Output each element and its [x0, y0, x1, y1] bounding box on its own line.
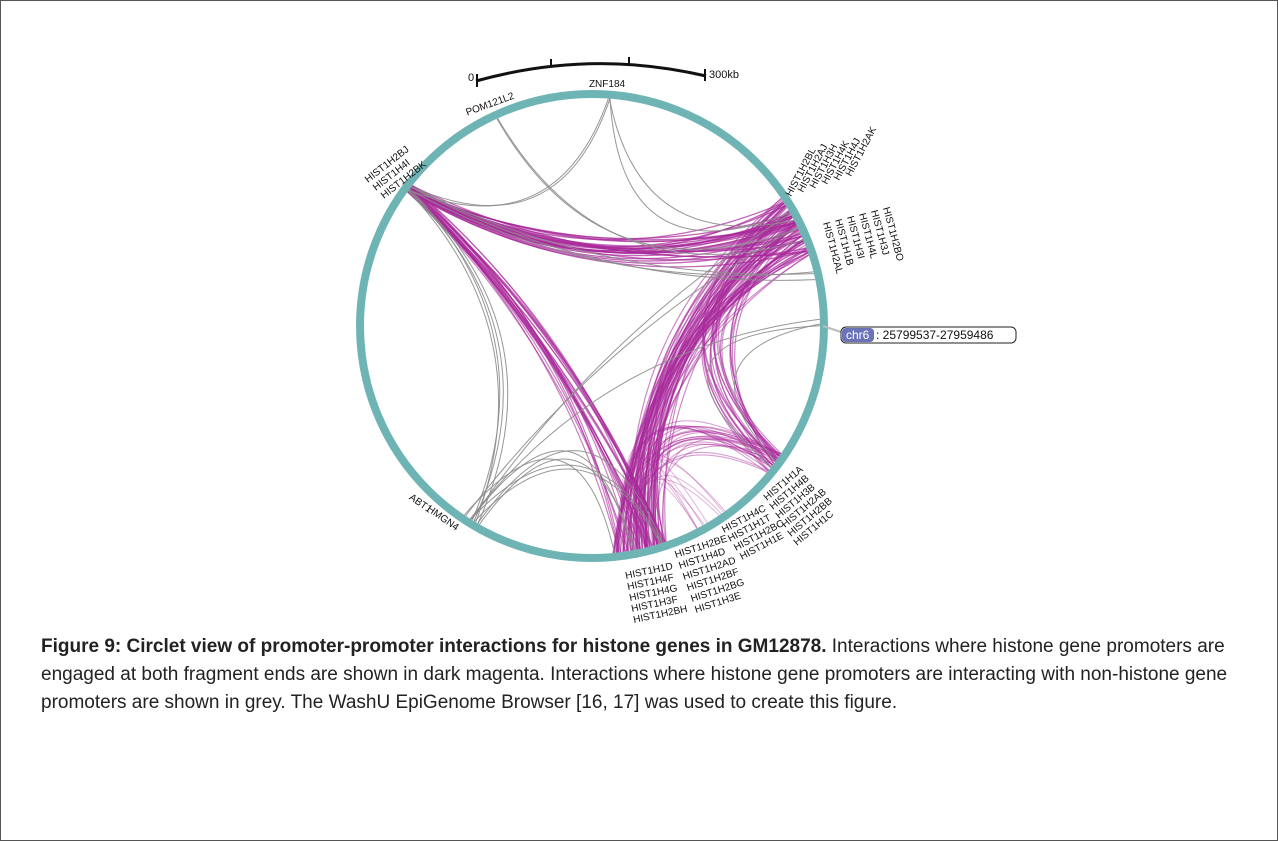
interaction-arc [623, 430, 782, 552]
interaction-arc [662, 438, 780, 542]
interaction-arc [634, 474, 705, 550]
chromosome-ring [356, 90, 828, 562]
interaction-arc [664, 207, 788, 542]
interaction-arc [628, 451, 769, 552]
interaction-arc [710, 225, 798, 463]
interaction-arc [411, 98, 611, 207]
scale-start: 0 [468, 72, 474, 84]
interaction-arc [656, 248, 808, 544]
interaction-arc [629, 453, 724, 551]
chrom-badge [842, 328, 874, 342]
interaction-arc [469, 318, 820, 520]
interaction-arc [707, 325, 821, 468]
interaction-arc [625, 446, 708, 551]
gene-label: ZNF184 [589, 79, 626, 90]
interaction-arc [407, 191, 793, 250]
caption-label: Figure 9: Circlet view of promoter-promo… [41, 636, 827, 657]
interaction-arc [411, 186, 814, 275]
locus-box [840, 326, 1017, 344]
interaction-arc [638, 198, 782, 549]
interaction-arc [619, 425, 776, 553]
interaction-arc [407, 190, 504, 522]
interaction-arc [497, 118, 804, 255]
interaction-arc [609, 98, 795, 227]
circlet-figure: 0 300kb chr6 : 25799537-27959486 ZNF184P… [356, 57, 1017, 626]
interaction-arc [641, 425, 772, 547]
interaction-arc [470, 213, 791, 520]
interaction-arc [641, 459, 726, 548]
interaction-arc [408, 98, 609, 207]
scale-end: 300kb [709, 69, 739, 81]
interaction-arc [645, 443, 776, 548]
interaction-arc [718, 213, 791, 454]
interaction-arc [626, 438, 779, 552]
interaction-arc [612, 435, 782, 554]
interaction-arc [411, 185, 639, 550]
interaction-arc [640, 429, 781, 549]
interaction-arc [626, 478, 720, 552]
interaction-arc [410, 186, 816, 281]
interaction-arc [642, 479, 698, 548]
interaction-arc [627, 443, 774, 552]
interaction-arc [734, 323, 821, 462]
interaction-arc [470, 450, 633, 551]
interaction-arc [464, 458, 615, 554]
locus-range: : 25799537-27959486 [876, 328, 994, 342]
interaction-arc [477, 450, 663, 543]
scale-bar [475, 62, 707, 83]
interaction-arc [635, 437, 779, 550]
interaction-arc [642, 457, 698, 545]
interaction-arc [731, 223, 797, 464]
interaction-arc [407, 190, 500, 523]
interaction-arc [627, 426, 770, 551]
interaction-arc [650, 426, 782, 545]
interaction-arc [622, 436, 779, 552]
interaction-arc [651, 426, 768, 542]
interaction-arc [470, 464, 663, 544]
caption-text: Interactions where histone gene promoter… [41, 636, 1228, 713]
interaction-arc [635, 426, 781, 550]
interaction-arc [729, 223, 797, 459]
interaction-arc [652, 445, 778, 546]
interaction-arc [649, 432, 780, 546]
locus-pointer [822, 325, 842, 333]
interaction-arc [621, 456, 698, 552]
interaction-arc [714, 211, 790, 466]
interaction-arc [619, 254, 810, 553]
figure-caption: Figure 9: Circlet view of promoter-promo… [41, 633, 1241, 717]
interaction-arc [408, 190, 509, 524]
interaction-arc [465, 226, 798, 517]
interaction-arc [408, 189, 814, 276]
interaction-arc [622, 454, 768, 552]
interaction-arc [719, 240, 804, 456]
interaction-arcs [407, 98, 821, 554]
interaction-arc [633, 232, 801, 550]
interaction-arc [644, 474, 722, 548]
interaction-arc [623, 427, 772, 552]
interaction-arc [646, 431, 779, 547]
chrom-label: chr6 [846, 328, 870, 342]
